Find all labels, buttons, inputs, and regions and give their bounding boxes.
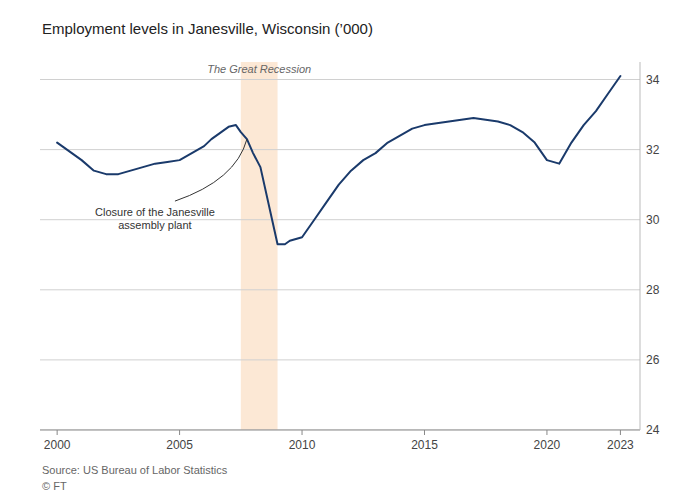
chart: 24 26 28 30 32 34 2000 2005 2010 2015 2020 2023 The … (0, 0, 700, 500)
grid-line (40, 79, 640, 80)
grid-line (40, 430, 640, 431)
grid-line (40, 149, 640, 150)
recession-label: The Great Recession (207, 63, 311, 75)
grid-line (40, 289, 640, 290)
y-tick-label: 26 (646, 353, 660, 367)
x-tick (179, 430, 180, 435)
x-tick (620, 430, 621, 435)
plot-area (40, 62, 640, 430)
annotation-connector (175, 139, 247, 201)
y-tick-label: 28 (646, 283, 660, 297)
y-axis-line (640, 62, 641, 430)
grid-line (40, 359, 640, 360)
x-tick-label: 2010 (289, 438, 316, 452)
annotation-line: assembly plant (118, 219, 191, 231)
x-tick (546, 430, 547, 435)
title: Employment levels in Janesville, Wiscons… (42, 20, 373, 37)
x-tick-label: 2020 (534, 438, 561, 452)
x-axis-line (40, 430, 640, 431)
credit: © FT (42, 480, 67, 492)
recession-band (241, 62, 278, 430)
y-tick-label: 24 (646, 423, 660, 437)
employment-line (57, 76, 620, 244)
y-tick-label: 34 (646, 73, 660, 87)
x-tick (57, 430, 58, 435)
y-tick-label: 30 (646, 213, 660, 227)
y-tick-label: 32 (646, 143, 660, 157)
x-tick-label: 2023 (607, 438, 634, 452)
x-tick-label: 2015 (411, 438, 438, 452)
annotation-line: Closure of the Janesville (95, 206, 215, 218)
background (0, 0, 700, 500)
x-tick-label: 2000 (44, 438, 71, 452)
source: Source: US Bureau of Labor Statistics (42, 464, 228, 476)
x-tick-label: 2005 (166, 438, 193, 452)
annotation-label: Closure of the Janesvilleassembly plant (95, 206, 215, 231)
x-tick (424, 430, 425, 435)
x-tick (302, 430, 303, 435)
